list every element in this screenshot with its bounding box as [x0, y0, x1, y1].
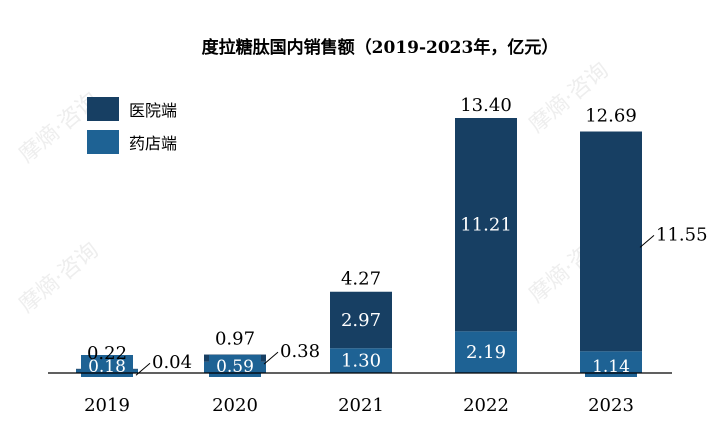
data-label-hospital-2020: 0.38: [280, 341, 320, 362]
x-tick-label-2021: 2021: [338, 395, 384, 416]
legend-swatch-pharmacy: [87, 130, 119, 154]
data-label-pharmacy-2023: 1.14: [592, 357, 630, 377]
x-tick-label-2019: 2019: [84, 395, 130, 416]
data-label-hospital-2021: 2.97: [341, 310, 381, 331]
data-label-total-2022: 13.40: [460, 95, 512, 116]
pharmacy-label-box-2023: [585, 355, 637, 377]
bar-pharmacy-2021: [330, 348, 392, 373]
pharmacy-label-box-2019: [81, 355, 133, 377]
x-tick-label-2022: 2022: [463, 395, 509, 416]
data-label-total-2019: 0.22: [87, 343, 127, 364]
data-label-pharmacy-2020: 0.59: [216, 357, 254, 377]
data-label-hospital-2019: 0.04: [152, 352, 192, 373]
pharmacy-label-box-2020: [209, 355, 261, 377]
x-tick-label-2023: 2023: [588, 395, 634, 416]
leader-line-2020: [263, 351, 279, 365]
data-label-hospital-2022: 11.21: [460, 215, 512, 236]
bar-hospital-2022: [455, 118, 517, 332]
data-label-pharmacy-2019: 0.18: [88, 357, 126, 377]
data-label-total-2020: 0.97: [215, 329, 255, 350]
legend-label-pharmacy: 药店端: [129, 134, 178, 153]
data-label-hospital-2023: 11.55: [656, 224, 708, 245]
bar-pharmacy-2022: [455, 331, 517, 373]
data-label-pharmacy-2022: 2.19: [466, 342, 506, 363]
legend-item-hospital: 医院端: [87, 97, 177, 121]
data-label-total-2021: 4.27: [341, 269, 381, 290]
legend-label-hospital: 医院端: [129, 101, 178, 120]
legend-item-pharmacy: 药店端: [87, 130, 177, 154]
bar-hospital-2023: [580, 131, 642, 352]
data-label-pharmacy-2021: 1.30: [341, 351, 381, 372]
leader-line-2023: [639, 235, 655, 248]
data-label-total-2023: 12.69: [585, 106, 637, 127]
bar-hospital-2021: [330, 291, 392, 349]
x-tick-label-2020: 2020: [212, 395, 258, 416]
legend-swatch-hospital: [87, 97, 119, 121]
chart-title: 度拉糖肽国内销售额（2019-2023年，亿元）: [201, 38, 559, 58]
